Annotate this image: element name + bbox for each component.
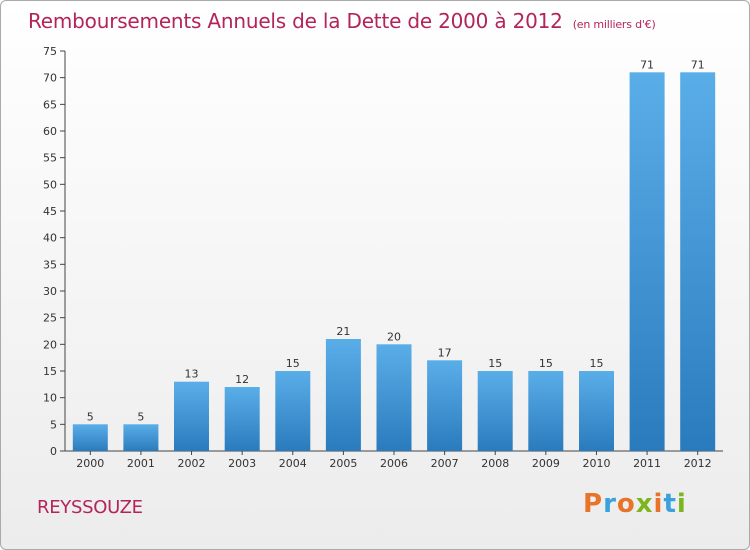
y-tick-label: 20	[43, 338, 57, 351]
value-label-2000: 5	[87, 410, 94, 423]
value-label-2005: 21	[336, 325, 350, 338]
logo-letter: i	[676, 489, 687, 519]
value-label-2003: 12	[235, 373, 249, 386]
y-tick-label: 55	[43, 152, 57, 165]
y-tick-label: 5	[50, 418, 57, 431]
x-tick-label-2006: 2006	[380, 457, 408, 470]
bar-2010	[579, 371, 614, 451]
y-tick-label: 50	[43, 178, 57, 191]
y-tick-label: 15	[43, 365, 57, 378]
x-tick-label-2012: 2012	[684, 457, 712, 470]
x-tick-label-2011: 2011	[633, 457, 661, 470]
logo-letter: r	[603, 489, 617, 519]
value-label-2008: 15	[488, 357, 502, 370]
bar-2012	[680, 72, 716, 452]
x-tick-label-2007: 2007	[431, 457, 459, 470]
logo-letter: i	[653, 489, 664, 519]
y-tick-label: 35	[43, 258, 57, 271]
value-label-2011: 71	[640, 58, 654, 71]
bar-2008	[477, 371, 513, 451]
bar-2001	[123, 424, 159, 451]
value-label-2006: 20	[387, 330, 401, 343]
x-tick-label-2002: 2002	[178, 457, 206, 470]
x-tick-label-2005: 2005	[329, 457, 357, 470]
y-tick-label: 70	[43, 72, 57, 85]
y-tick-label: 60	[43, 125, 57, 138]
bar-2011	[629, 72, 665, 452]
bar-2000	[72, 424, 108, 451]
logo-letter: o	[616, 489, 636, 519]
x-tick-label-2009: 2009	[532, 457, 560, 470]
logo-letter: P	[583, 489, 604, 519]
value-label-2002: 13	[185, 368, 199, 381]
y-tick-label: 10	[43, 392, 57, 405]
value-label-2007: 17	[438, 346, 452, 359]
x-tick-label-2008: 2008	[481, 457, 509, 470]
value-label-2004: 15	[286, 357, 300, 370]
value-label-2010: 15	[589, 357, 603, 370]
bar-2004	[275, 371, 311, 451]
logo-letter: x	[635, 489, 654, 519]
y-tick-label: 0	[50, 445, 57, 458]
x-tick-label-2003: 2003	[228, 457, 256, 470]
value-label-2009: 15	[539, 357, 553, 370]
bars-group	[72, 72, 716, 452]
bar-2002	[174, 381, 209, 451]
proxiti-logo: Proxiti	[583, 489, 687, 519]
bar-2003	[224, 387, 260, 451]
x-tick-label-2001: 2001	[127, 457, 155, 470]
y-axis: 0 5 10 15 20 25 30 35 40 45 50 55 60 65 70 75	[43, 45, 66, 458]
logo-letter: t	[663, 489, 677, 519]
x-tick-label-2000: 2000	[76, 457, 104, 470]
value-label-2001: 5	[137, 410, 144, 423]
y-tick-label: 65	[43, 98, 57, 111]
y-tick-label: 45	[43, 205, 57, 218]
y-tick-label: 25	[43, 312, 57, 325]
x-tick-label-2010: 2010	[582, 457, 610, 470]
chart-title: Remboursements Annuels de la Dette de 20…	[28, 9, 656, 33]
bar-2005	[325, 339, 361, 451]
commune-name: REYSSOUZE	[37, 497, 143, 518]
value-label-2012: 71	[691, 58, 705, 71]
bar-2009	[528, 371, 564, 451]
y-tick-label: 40	[43, 232, 57, 245]
bar-2007	[427, 360, 463, 451]
bar-2006	[376, 344, 412, 451]
x-tick-label-2004: 2004	[279, 457, 307, 470]
y-tick-label: 75	[43, 45, 57, 58]
chart-title-text: Remboursements Annuels de la Dette de 20…	[28, 9, 563, 33]
value-labels-group: 5 5 13 12 15 21 20 17 15 15 15 71 71	[87, 58, 705, 423]
chart-unit-label: (en milliers d'€)	[572, 18, 656, 31]
y-tick-label: 30	[43, 285, 57, 298]
x-axis: 2000 2001 2002 2003 2004 2005 2006 2007 2008 2009…	[65, 450, 723, 470]
